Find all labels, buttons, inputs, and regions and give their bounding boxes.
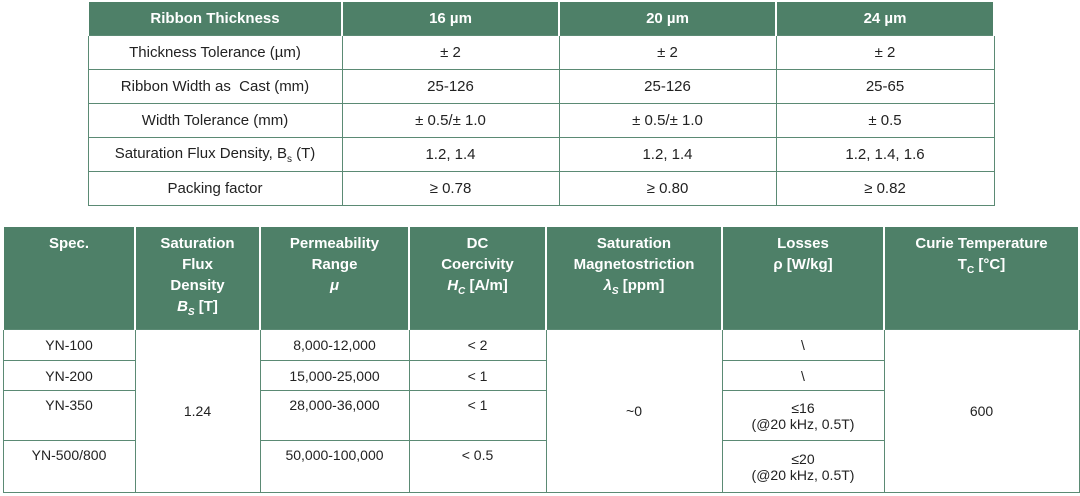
subscript: C bbox=[458, 286, 466, 297]
coercivity-cell: < 2 bbox=[408, 329, 547, 361]
saturation-cell: 1.24 bbox=[134, 329, 261, 493]
header-ribbon-thickness: Ribbon Thickness bbox=[87, 2, 343, 36]
curie-cell: 600 bbox=[883, 329, 1080, 493]
header-16um: 16 µm bbox=[341, 2, 560, 36]
losses-value: \ bbox=[801, 337, 805, 353]
header-line: Flux bbox=[182, 256, 213, 273]
header-20um: 20 µm bbox=[558, 2, 777, 36]
row-label: Ribbon Width as Cast (mm) bbox=[87, 69, 343, 104]
permeability-cell: 28,000-36,000 bbox=[259, 390, 410, 441]
product-spec-table: Spec. Saturation Flux Density BS [T] Per… bbox=[2, 227, 1080, 493]
losses-condition: (@20 kHz, 0.5T) bbox=[751, 415, 855, 432]
header-line: Range bbox=[311, 256, 358, 273]
table-row: Packing factor ≥ 0.78 ≥ 0.80 ≥ 0.82 bbox=[87, 171, 995, 206]
subscript: S bbox=[611, 286, 619, 297]
header-spec: Spec. bbox=[2, 227, 136, 330]
header-line: BS [T] bbox=[136, 296, 259, 323]
header-saturation-magnetostriction: Saturation Magnetostriction λS [ppm] bbox=[545, 227, 723, 330]
table-row: Width Tolerance (mm) ± 0.5/± 1.0 ± 0.5/±… bbox=[87, 103, 995, 138]
cell-value: 1.2, 1.4 bbox=[558, 137, 777, 172]
losses-condition: (@20 kHz, 0.5T) bbox=[751, 466, 855, 483]
losses-cell: \ bbox=[721, 329, 885, 361]
header-line: TC [°C] bbox=[885, 254, 1078, 281]
subscript: S bbox=[187, 307, 195, 318]
table-row: YN-100 1.24 8,000-12,000 < 2 ~0 \ 600 bbox=[2, 329, 1080, 493]
unit: [ppm] bbox=[618, 277, 665, 294]
header-line: Permeability bbox=[289, 235, 380, 252]
coercivity-cell: < 1 bbox=[408, 390, 547, 441]
cell-value: ≥ 0.82 bbox=[775, 171, 995, 206]
header-line: Losses bbox=[777, 235, 829, 252]
row-label: Width Tolerance (mm) bbox=[87, 103, 343, 138]
cell-value: 25-126 bbox=[341, 69, 560, 104]
unit: [°C] bbox=[974, 256, 1006, 273]
cell-value: ± 2 bbox=[558, 35, 777, 70]
cell-value: ± 0.5 bbox=[775, 103, 995, 138]
label-unit: (T) bbox=[291, 144, 316, 162]
header-row: Spec. Saturation Flux Density BS [T] Per… bbox=[2, 227, 1080, 330]
header-permeability-range: Permeability Range μ bbox=[259, 227, 410, 330]
table-row: YN-500/800 50,000-100,000 < 0.5 ≤20 (@20… bbox=[2, 440, 1079, 493]
spec-cell: YN-500/800 bbox=[2, 440, 136, 493]
header-row: Ribbon Thickness 16 µm 20 µm 24 µm bbox=[87, 2, 995, 36]
cell-value: 1.2, 1.4 bbox=[341, 137, 560, 172]
table-row: Saturation Flux Density, Bs (T) 1.2, 1.4… bbox=[87, 137, 995, 172]
label-subscript: s bbox=[286, 153, 292, 165]
header-line: DC bbox=[466, 235, 489, 252]
magnetostriction-cell: ~0 bbox=[545, 329, 723, 493]
header-line: λS [ppm] bbox=[547, 275, 721, 302]
row-label: Packing factor bbox=[87, 171, 343, 206]
row-label: Saturation Flux Density, Bs (T) bbox=[87, 137, 343, 172]
symbol: H bbox=[447, 277, 459, 294]
header-line: Saturation bbox=[596, 235, 672, 252]
losses-value: \ bbox=[801, 367, 805, 384]
header-line: Saturation bbox=[160, 235, 235, 252]
table-row: Thickness Tolerance (µm) ± 2 ± 2 ± 2 bbox=[87, 35, 995, 70]
cell-value: 25-65 bbox=[775, 69, 995, 104]
header-24um: 24 µm bbox=[775, 2, 995, 36]
unit: [A/m] bbox=[465, 277, 508, 294]
header-line: HC [A/m] bbox=[410, 275, 545, 302]
header-line: Curie Temperature bbox=[915, 235, 1048, 252]
table-row: Ribbon Width as Cast (mm) 25-126 25-126 … bbox=[87, 69, 995, 104]
header-dc-coercivity: DC Coercivity HC [A/m] bbox=[408, 227, 547, 330]
label-main: Saturation Flux Density, B bbox=[114, 144, 287, 162]
cell-value: ± 0.5/± 1.0 bbox=[558, 103, 777, 138]
losses-value: ≤20 bbox=[791, 450, 815, 467]
row-label: Thickness Tolerance (µm) bbox=[87, 35, 343, 70]
header-line: Magnetostriction bbox=[573, 256, 695, 273]
permeability-cell: 50,000-100,000 bbox=[259, 440, 410, 493]
ribbon-spec-table: Ribbon Thickness 16 µm 20 µm 24 µm Thick… bbox=[87, 2, 995, 206]
subscript: C bbox=[966, 265, 975, 276]
cell-value: ≥ 0.80 bbox=[558, 171, 777, 206]
losses-cell: \ bbox=[721, 360, 885, 391]
permeability-cell: 15,000-25,000 bbox=[259, 360, 410, 391]
header-line: Density bbox=[170, 277, 225, 294]
permeability-cell: 8,000-12,000 bbox=[259, 329, 410, 361]
cell-value: ≥ 0.78 bbox=[341, 171, 560, 206]
symbol: T bbox=[957, 256, 967, 273]
losses-cell: ≤16 (@20 kHz, 0.5T) bbox=[721, 390, 885, 441]
losses-value: ≤16 bbox=[791, 399, 815, 416]
symbol: λ bbox=[603, 277, 612, 294]
spec-cell: YN-200 bbox=[2, 360, 136, 391]
cell-value: ± 0.5/± 1.0 bbox=[341, 103, 560, 138]
cell-value: ± 2 bbox=[775, 35, 995, 70]
header-saturation-flux-density: Saturation Flux Density BS [T] bbox=[134, 227, 261, 330]
coercivity-cell: < 0.5 bbox=[408, 440, 547, 493]
cell-value: 1.2, 1.4, 1.6 bbox=[775, 137, 995, 172]
symbol: B bbox=[177, 298, 188, 315]
header-curie-temperature: Curie Temperature TC [°C] bbox=[883, 227, 1080, 330]
cell-value: ± 2 bbox=[341, 35, 560, 70]
coercivity-cell: < 1 bbox=[408, 360, 547, 391]
header-line: Coercivity bbox=[441, 256, 514, 273]
spec-cell: YN-350 bbox=[2, 390, 136, 441]
unit: [T] bbox=[194, 298, 218, 315]
symbol: μ bbox=[329, 277, 340, 294]
header-losses: Losses ρ [W/kg] bbox=[721, 227, 885, 330]
header-line: ρ [W/kg] bbox=[773, 256, 833, 273]
spec-cell: YN-100 bbox=[2, 329, 136, 361]
cell-value: 25-126 bbox=[558, 69, 777, 104]
losses-cell: ≤20 (@20 kHz, 0.5T) bbox=[721, 440, 885, 493]
